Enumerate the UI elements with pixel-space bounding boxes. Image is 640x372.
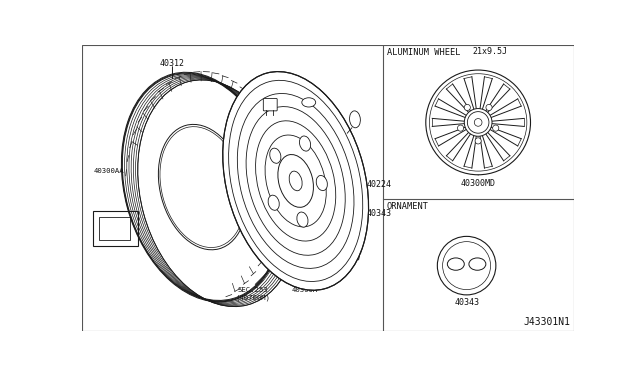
Ellipse shape xyxy=(278,154,314,207)
Text: 40343: 40343 xyxy=(454,298,479,307)
Circle shape xyxy=(493,125,499,131)
Ellipse shape xyxy=(269,148,281,163)
Circle shape xyxy=(486,105,492,110)
Circle shape xyxy=(475,138,481,144)
Circle shape xyxy=(426,70,531,175)
Text: (40700M): (40700M) xyxy=(236,294,271,301)
Circle shape xyxy=(464,105,470,110)
Text: 40300MD: 40300MD xyxy=(320,136,355,145)
Circle shape xyxy=(458,125,463,131)
Text: 40300MD: 40300MD xyxy=(461,179,495,187)
Text: SEC.253: SEC.253 xyxy=(238,287,269,293)
Ellipse shape xyxy=(297,212,308,227)
Text: 21x9.5J: 21x9.5J xyxy=(472,47,508,56)
Ellipse shape xyxy=(302,98,316,107)
Text: 40343: 40343 xyxy=(367,209,392,218)
Bar xyxy=(99,217,130,240)
Text: ALUMINUM WHEEL: ALUMINUM WHEEL xyxy=(387,48,460,58)
Circle shape xyxy=(467,112,489,133)
Circle shape xyxy=(464,109,492,136)
Ellipse shape xyxy=(223,71,369,290)
Text: 40312: 40312 xyxy=(160,58,185,67)
Ellipse shape xyxy=(158,124,246,250)
Ellipse shape xyxy=(316,176,328,190)
Text: 40300A: 40300A xyxy=(292,287,318,293)
Ellipse shape xyxy=(268,195,279,210)
Ellipse shape xyxy=(289,171,302,191)
Text: ORNAMENT: ORNAMENT xyxy=(387,202,429,211)
Bar xyxy=(93,211,138,246)
Ellipse shape xyxy=(300,136,310,151)
FancyBboxPatch shape xyxy=(263,99,277,111)
Text: J43301N1: J43301N1 xyxy=(524,317,570,327)
Text: 40224: 40224 xyxy=(367,180,392,189)
Ellipse shape xyxy=(349,111,360,128)
Text: 40300AA: 40300AA xyxy=(93,168,124,174)
Circle shape xyxy=(437,236,496,295)
Circle shape xyxy=(474,119,482,126)
